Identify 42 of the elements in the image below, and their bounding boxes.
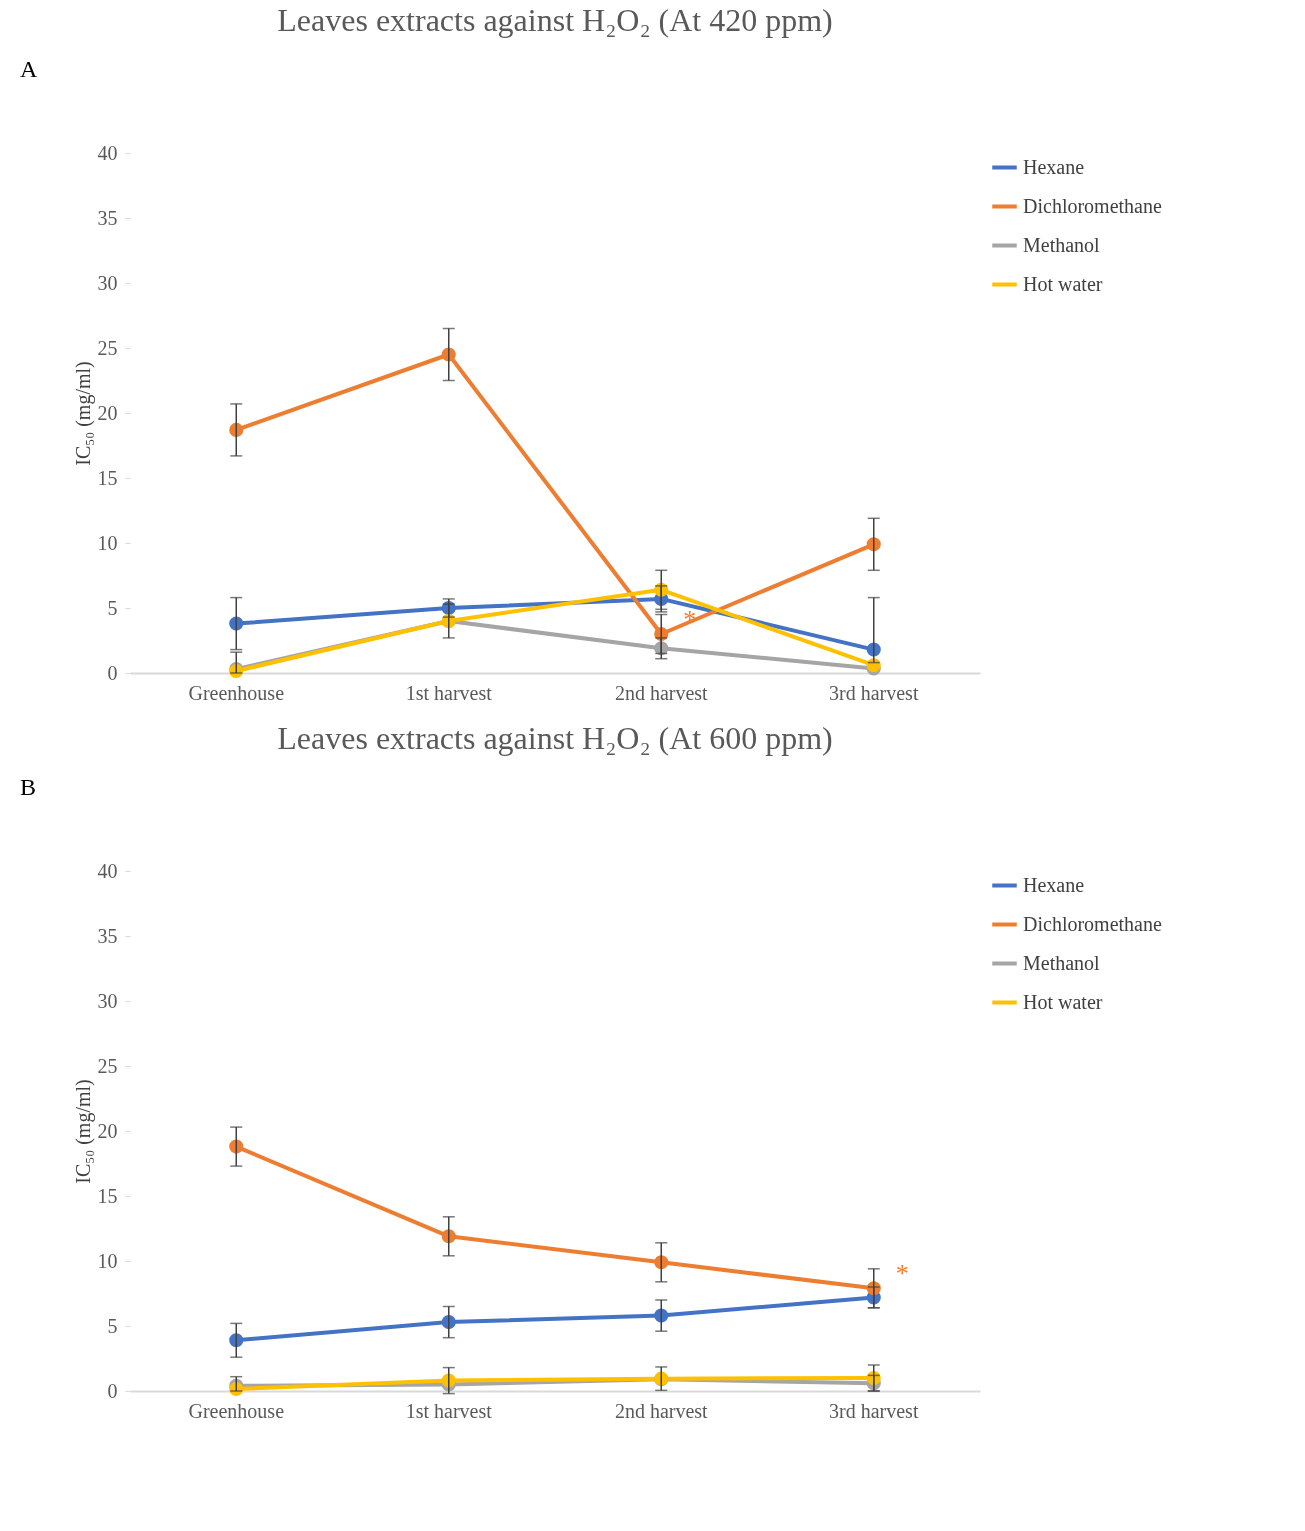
legend-label: Hot water (1023, 272, 1103, 295)
y-tick-label: 15 (97, 1184, 118, 1207)
y-tick-label: 20 (97, 401, 118, 424)
legend-label: Hot water (1023, 990, 1103, 1013)
y-tick-label: 25 (97, 336, 118, 359)
x-tick-label: 2nd harvest (614, 681, 709, 704)
y-tick-label: 30 (97, 271, 118, 294)
y-tick-label: 15 (97, 466, 118, 489)
y-tick-label: 25 (97, 1054, 118, 1077)
x-tick-label: 3rd harvest (829, 681, 919, 704)
legend-label: Dichloromethane (1023, 194, 1162, 217)
legend-label: Dichloromethane (1023, 912, 1162, 935)
y-tick-label: 5 (107, 596, 118, 619)
x-tick-label: Greenhouse (188, 681, 285, 704)
legend-label: Hexane (1023, 873, 1085, 896)
x-tick-label: Greenhouse (188, 1399, 285, 1422)
legend-label: Methanol (1023, 233, 1101, 256)
y-tick-label: 0 (107, 661, 118, 684)
y-tick-label: 10 (97, 531, 118, 554)
legend-label: Methanol (1023, 951, 1101, 974)
y-tick-label: 20 (97, 1119, 118, 1142)
y-tick-label: 0 (107, 1379, 118, 1402)
y-tick-label: 35 (97, 924, 118, 947)
legend-label: Hexane (1023, 155, 1085, 178)
x-tick-label: 3rd harvest (829, 1399, 919, 1422)
chart-title: Leaves extracts against H₂O₂ (At 600 ppm) (277, 720, 833, 756)
y-axis-title: IC₅₀ (mg/ml) (71, 361, 95, 466)
y-axis-title: IC₅₀ (mg/ml) (71, 1079, 95, 1184)
y-tick-label: 30 (97, 989, 118, 1012)
text: A (20, 56, 38, 82)
y-tick-label: 35 (97, 206, 118, 229)
y-tick-label: 10 (97, 1249, 118, 1272)
y-tick-label: 40 (97, 141, 118, 164)
x-tick-label: 1st harvest (405, 681, 493, 704)
chart-title: Leaves extracts against H₂O₂ (At 420 ppm) (277, 2, 833, 38)
y-tick-label: 5 (107, 1314, 118, 1337)
x-tick-label: 1st harvest (405, 1399, 493, 1422)
annotation: * (895, 1259, 909, 1289)
x-tick-label: 2nd harvest (614, 1399, 709, 1422)
text: B (20, 774, 37, 800)
y-tick-label: 40 (97, 859, 118, 882)
point (229, 422, 244, 437)
